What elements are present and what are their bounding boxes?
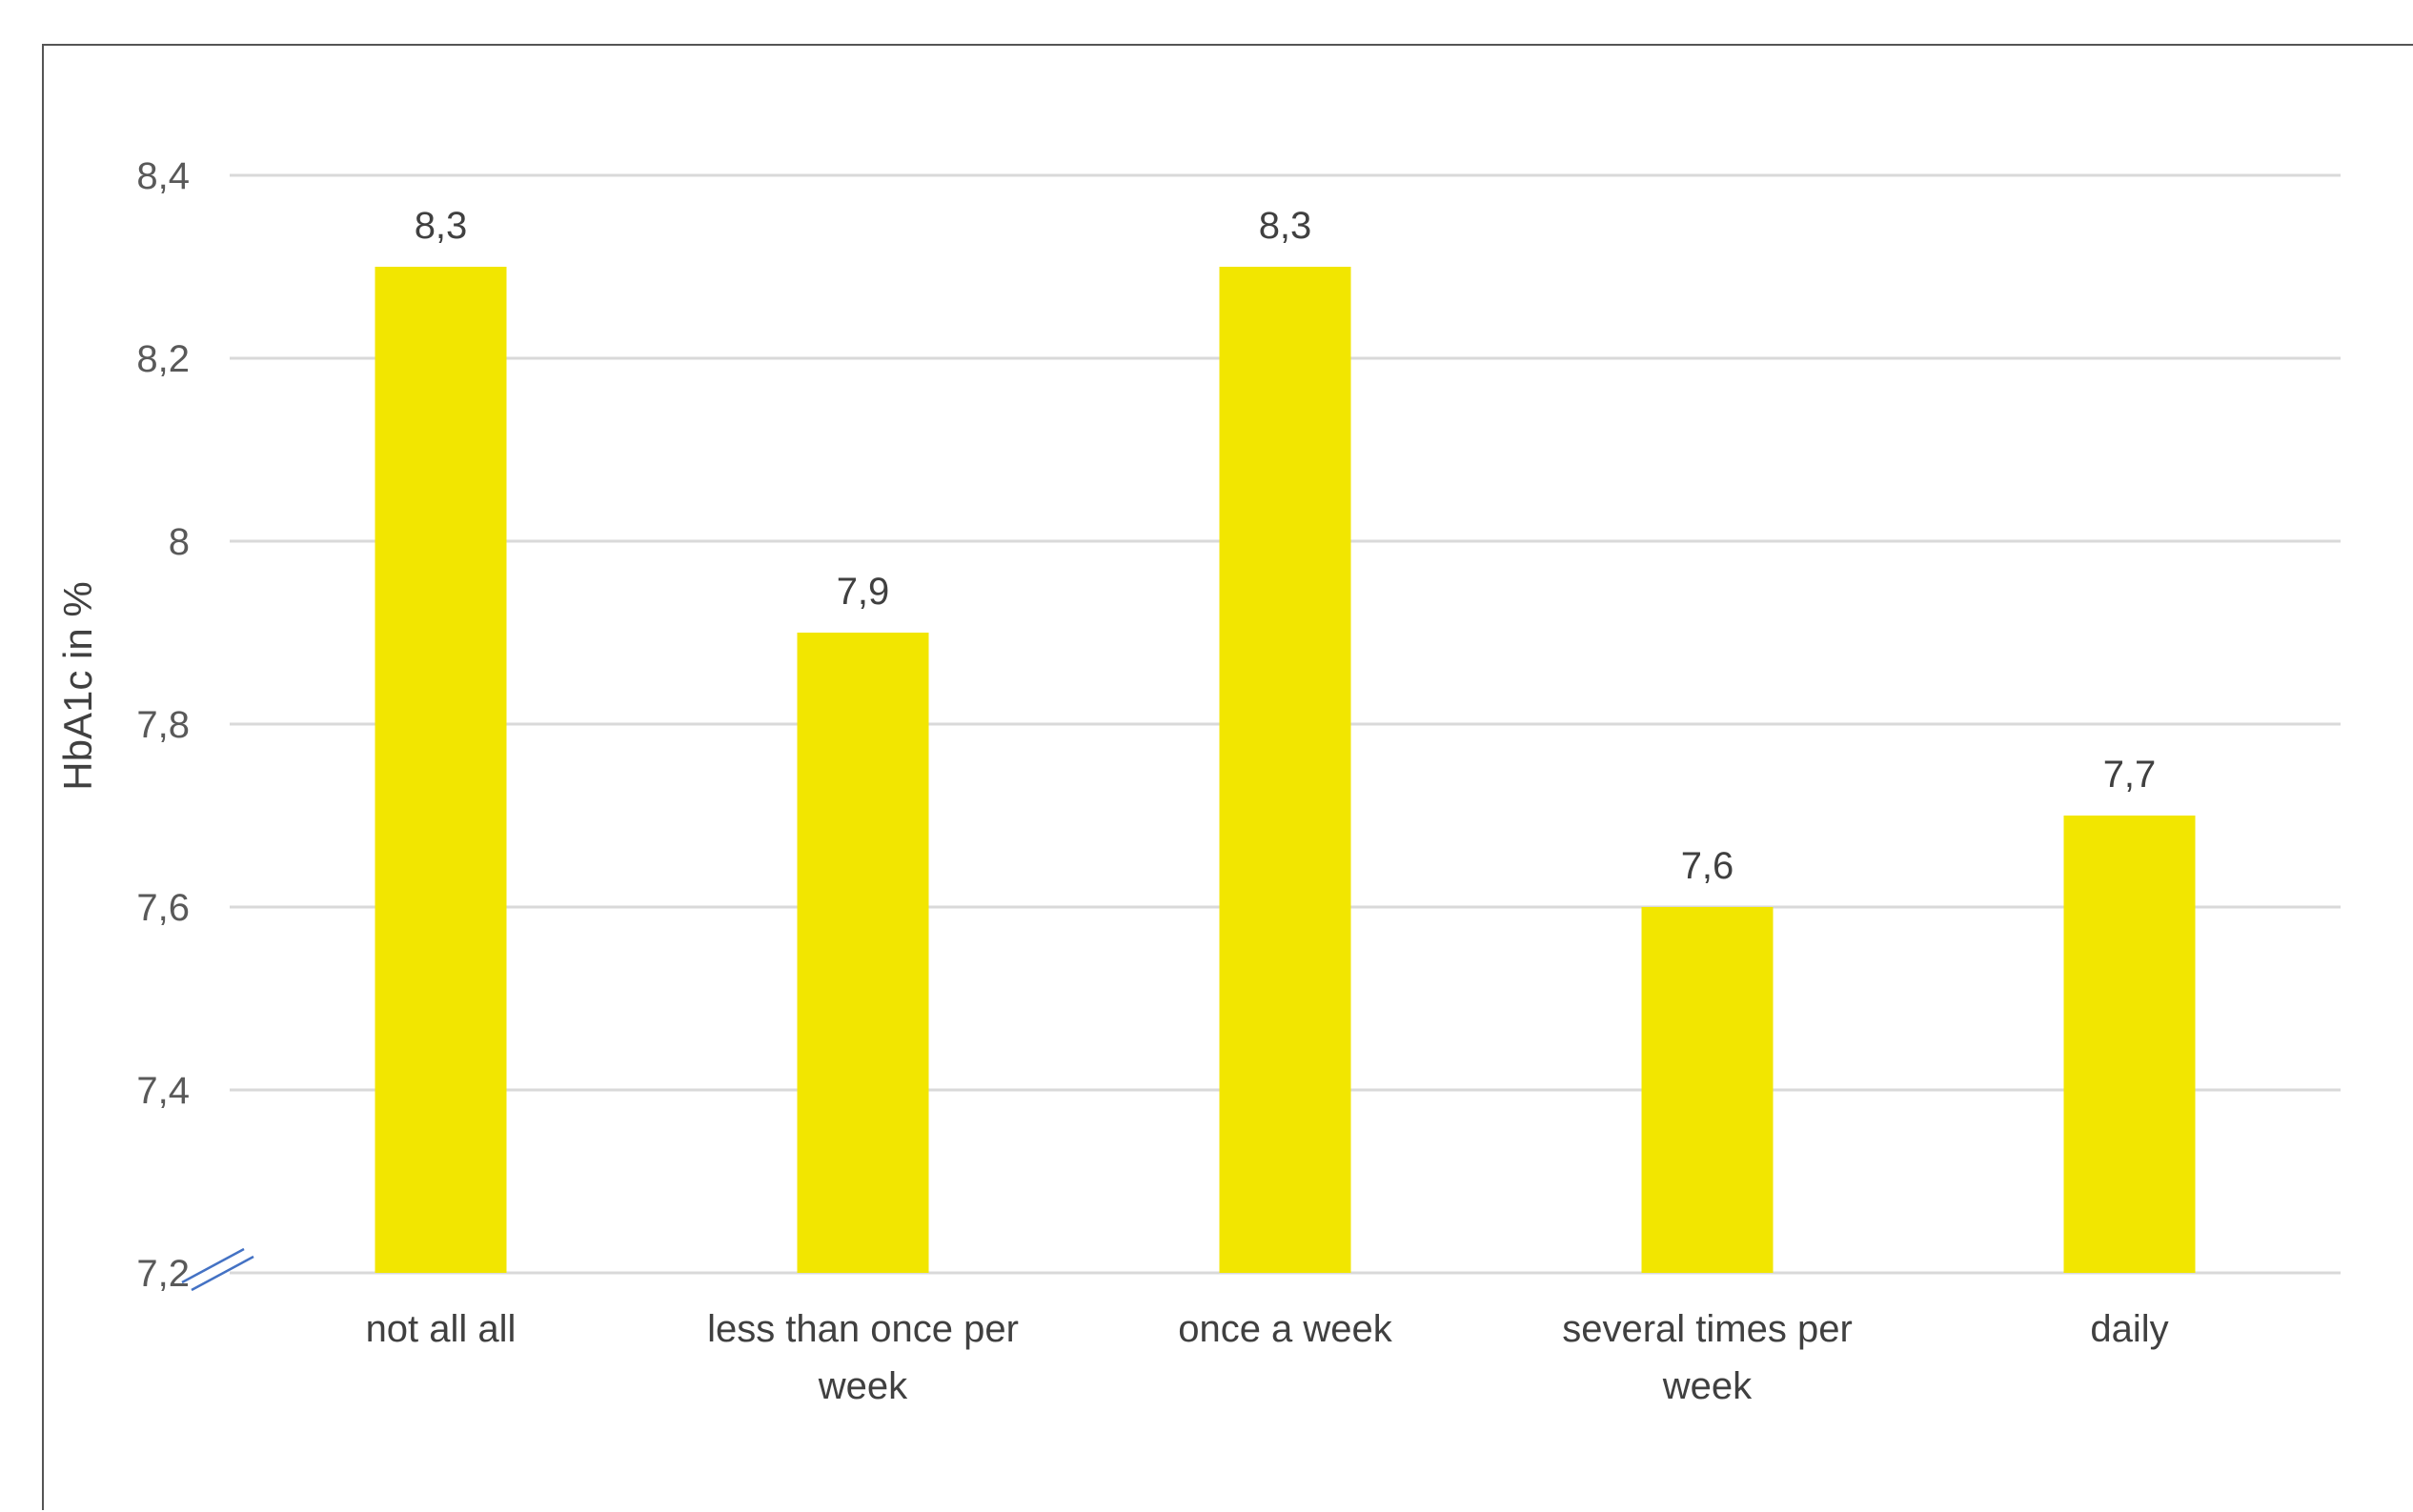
data-label: 7,7 — [2103, 754, 2157, 796]
axis-break-stroke — [181, 1247, 245, 1284]
y-tick-label: 7,2 — [136, 1253, 190, 1295]
y-tick-labels: 7,2 7,4 7,6 7,8 8 8,2 8,4 — [136, 155, 190, 1295]
y-tick-label: 7,4 — [136, 1070, 190, 1112]
y-tick-label: 8 — [169, 521, 190, 563]
x-category-label: not all all — [366, 1308, 517, 1350]
bar — [2063, 816, 2196, 1273]
x-category-labels: not all all less than once per week once a … — [366, 1308, 2169, 1407]
x-category-label: less than once per week — [707, 1308, 1019, 1407]
axis-break-stroke — [191, 1255, 254, 1292]
y-tick-label: 8,4 — [136, 155, 190, 197]
bar — [1641, 907, 1774, 1273]
axis-break-mark — [181, 1247, 254, 1292]
data-label: 8,3 — [415, 205, 468, 247]
x-category-label: once a week — [1178, 1308, 1393, 1350]
bar — [1219, 267, 1351, 1273]
bar — [375, 267, 507, 1273]
x-category-label: several times per week — [1562, 1308, 1853, 1407]
y-tick-label: 7,6 — [136, 887, 190, 929]
x-category-label: daily — [2090, 1308, 2168, 1350]
bars — [375, 267, 2196, 1273]
chart-frame: 8,3 7,9 8,3 7,6 7,7 7,2 7,4 7,6 7,8 8 8,2 8,4 not … — [42, 44, 2413, 1510]
data-label: 7,9 — [837, 571, 890, 613]
data-labels: 8,3 7,9 8,3 7,6 7,7 — [415, 205, 2157, 887]
data-label: 8,3 — [1259, 205, 1312, 247]
bar-chart: 8,3 7,9 8,3 7,6 7,7 7,2 7,4 7,6 7,8 8 8,2 8,4 not … — [55, 155, 2341, 1407]
y-axis-title: HbA1c in % — [55, 581, 100, 790]
data-label: 7,6 — [1681, 845, 1734, 887]
bar — [797, 633, 929, 1273]
y-tick-label: 7,8 — [136, 704, 190, 746]
y-tick-label: 8,2 — [136, 338, 190, 380]
